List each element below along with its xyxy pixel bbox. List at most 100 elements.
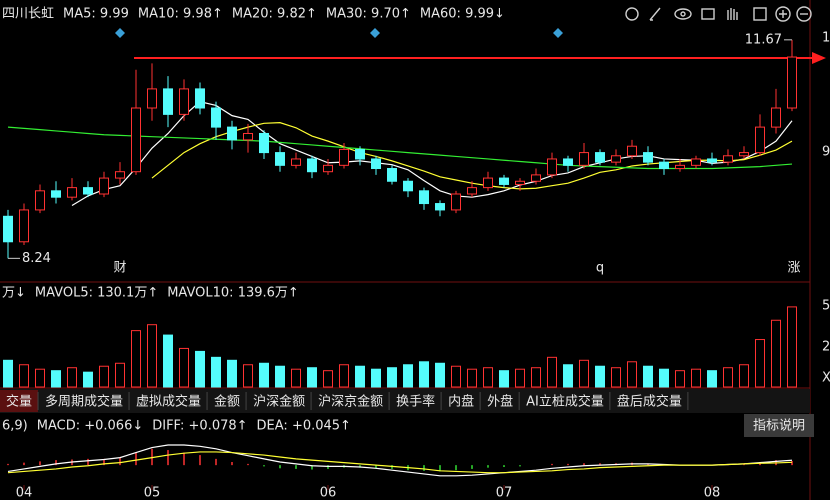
ma-line (71, 100, 793, 206)
volume-bar (307, 367, 317, 388)
event-label: q (596, 261, 604, 276)
tab[interactable]: 盘后成交量 (617, 394, 682, 410)
candle-body (595, 152, 605, 163)
candle-body (451, 193, 461, 211)
volume-bar (147, 324, 157, 388)
volume-bar (227, 359, 237, 388)
tab-bg[interactable] (610, 390, 688, 412)
tab[interactable]: 外盘 (487, 394, 513, 410)
volume-bar (531, 367, 541, 388)
tab[interactable]: 金额 (214, 394, 240, 410)
volume-bar (275, 365, 285, 388)
tab[interactable]: AI立桩成交量 (526, 394, 604, 410)
volume-bar (643, 365, 653, 388)
tab-bg[interactable] (0, 390, 39, 412)
candle-body (355, 148, 365, 160)
tab[interactable]: 虚拟成交量 (136, 394, 201, 410)
volume-bar (387, 367, 397, 388)
candle-body (627, 145, 637, 157)
volume-bar (99, 365, 109, 388)
tab[interactable]: 交量 (6, 394, 32, 410)
tab[interactable]: 多周期成交量 (45, 394, 123, 410)
candle-body (531, 174, 541, 182)
volume-bar (579, 359, 589, 388)
tab-bg[interactable] (208, 390, 247, 412)
candle-body (515, 180, 525, 185)
candle-body (707, 158, 717, 163)
volume-bar (3, 359, 13, 388)
candle-body (307, 158, 317, 173)
candle-body (435, 203, 445, 211)
candle-body (51, 190, 61, 198)
arrow-head (812, 52, 826, 64)
tab-bg[interactable] (247, 390, 312, 412)
volume-bar (771, 319, 781, 388)
volume-bar (19, 364, 29, 388)
legend-item: MA60: 9.99↓ (420, 7, 505, 22)
volume-bar (611, 367, 621, 388)
volume-bar (35, 368, 45, 388)
candle-body (3, 215, 13, 243)
tab-bg[interactable] (442, 390, 481, 412)
tab[interactable]: 换手率 (396, 394, 435, 410)
candle-body (35, 190, 45, 211)
x-tick-label: 08 (704, 486, 721, 500)
candle-body (259, 132, 269, 154)
legend-item: 万↓ (2, 286, 26, 301)
right-axis-label: 2 (822, 340, 830, 355)
volume-bar (195, 350, 205, 388)
tab-bg[interactable] (39, 390, 130, 412)
tab[interactable]: 内盘 (448, 394, 474, 410)
volume-bar (675, 370, 685, 388)
volume-bar (787, 306, 797, 388)
volume-bar (371, 368, 381, 388)
candle-body (339, 148, 349, 166)
tab[interactable]: 沪深金额 (253, 394, 305, 410)
low-label: 8.24 (22, 251, 51, 266)
candle-body (163, 88, 173, 115)
legend-item: 四川长虹 (2, 7, 54, 22)
tab-bg[interactable] (390, 390, 442, 412)
legend-item: DIFF: +0.078↑ (152, 419, 247, 434)
right-axis-label: 9 (822, 145, 830, 160)
volume-bar (707, 370, 717, 388)
candle-body (467, 187, 477, 195)
volume-bar (339, 364, 349, 388)
volume-bar (259, 362, 269, 388)
candle-body (19, 209, 29, 243)
candle-body (99, 177, 109, 195)
tab-bg[interactable] (520, 390, 610, 412)
candle-body (755, 126, 765, 154)
volume-bar (659, 368, 669, 388)
toolbar[interactable] (625, 6, 812, 22)
candle-body (323, 164, 333, 173)
volume-bar (547, 356, 557, 388)
volume-bar (163, 334, 173, 388)
legend-item: DEA: +0.045↑ (257, 419, 351, 434)
legend-item: MA10: 9.98↑ (138, 7, 223, 22)
volume-bar (115, 362, 125, 388)
candle-body (83, 187, 93, 195)
volume-bar (451, 365, 461, 388)
tab-bg[interactable] (130, 390, 208, 412)
volume-bar (467, 368, 477, 388)
volume-bar (51, 370, 61, 388)
tab-bg[interactable] (481, 390, 520, 412)
x-tick-label: 04 (16, 486, 33, 500)
candle-body (483, 177, 493, 189)
tab-bg[interactable] (312, 390, 390, 412)
candle-body (691, 158, 701, 166)
candle-body (147, 88, 157, 109)
help-button[interactable]: 指标说明 (753, 419, 805, 434)
volume-bar (499, 370, 509, 388)
x-tick-label: 07 (496, 486, 513, 500)
legend-item: MA30: 9.70↑ (326, 7, 411, 22)
volume-bar (515, 368, 525, 388)
tab[interactable]: 沪深京金额 (318, 394, 383, 410)
help-button-bg[interactable] (744, 414, 814, 437)
candle-body (771, 107, 781, 128)
candle-body (563, 158, 573, 166)
candle-body (419, 190, 429, 205)
candle-body (227, 126, 237, 141)
